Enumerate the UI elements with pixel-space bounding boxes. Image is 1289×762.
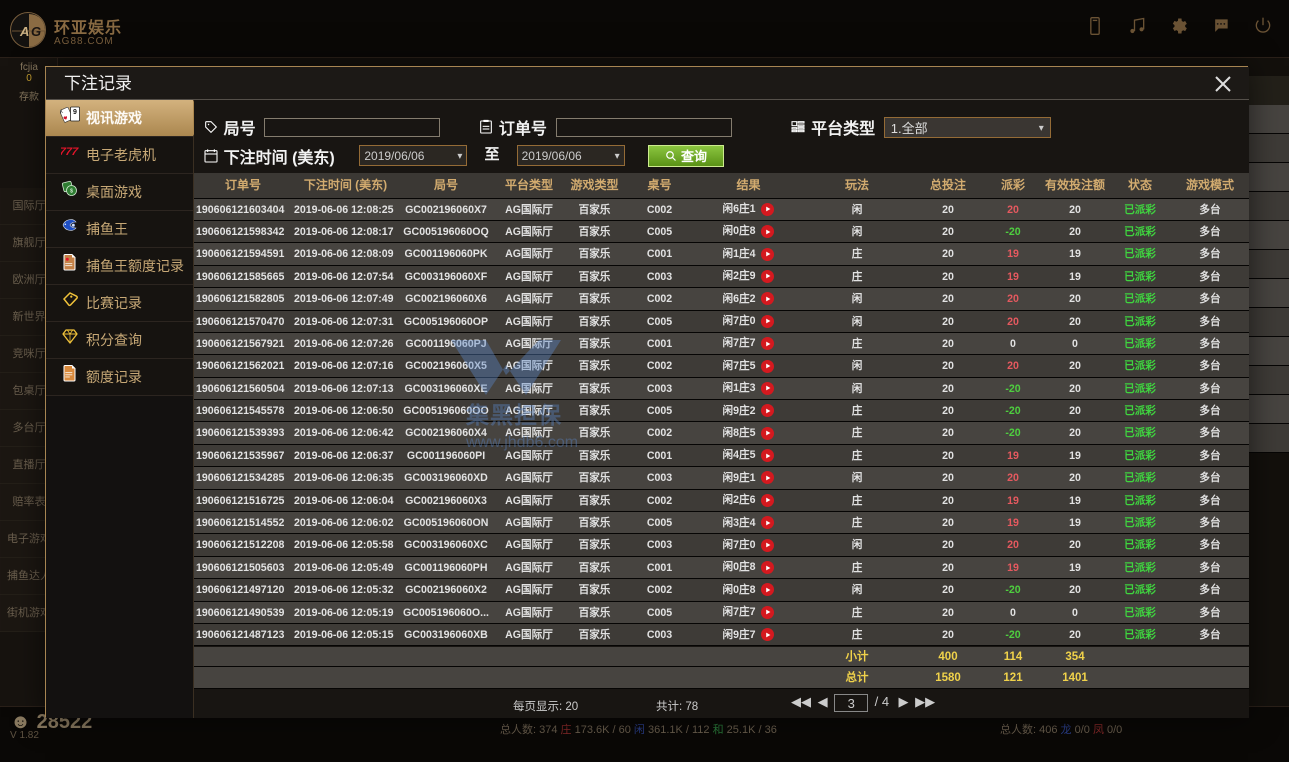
svg-text:$: $ xyxy=(70,189,73,195)
svg-text:G: G xyxy=(31,24,41,39)
svg-text:A: A xyxy=(19,24,29,39)
svg-text:9: 9 xyxy=(73,109,77,116)
svg-text:777: 777 xyxy=(61,146,79,158)
